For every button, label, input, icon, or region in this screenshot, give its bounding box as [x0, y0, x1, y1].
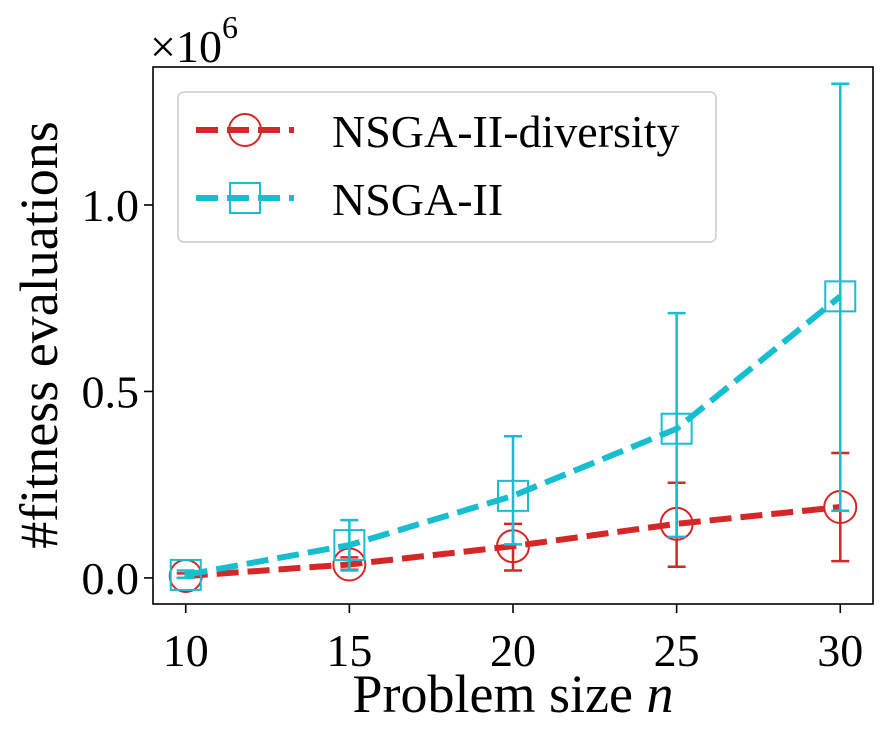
error-bar	[504, 434, 522, 546]
y-tick-label: 1.0	[82, 180, 140, 231]
y-axis-ticks: 0.0 0.5 1.0	[82, 180, 153, 604]
x-tick-label: 20	[490, 625, 536, 676]
legend: NSGA-II-diversity NSGA-II	[177, 91, 717, 243]
y-tick-label: 0.0	[82, 553, 140, 604]
legend-marker-nsga-ii-diversity	[228, 113, 262, 147]
data-point	[660, 412, 693, 445]
series-line	[185, 504, 841, 580]
series-layer	[168, 82, 858, 594]
x-axis-label-variable: n	[646, 664, 673, 724]
legend-label-nsga-ii-diversity: NSGA-II-diversity	[332, 106, 680, 157]
series-line	[185, 294, 843, 578]
x-tick-label: 30	[817, 625, 863, 676]
data-point	[169, 558, 202, 591]
data-point	[333, 529, 366, 562]
x-tick-label: 10	[163, 625, 209, 676]
data-point	[824, 280, 857, 313]
x-tick-label: 15	[326, 625, 372, 676]
x-axis-ticks: 10 15 20 25 30	[163, 604, 863, 676]
y-axis-label: #fitness evaluations	[9, 121, 69, 548]
y-multiplier-exponent: 6	[222, 9, 238, 45]
data-point	[497, 479, 529, 512]
y-tick-label: 0.5	[82, 366, 140, 417]
x-tick-label: 25	[654, 625, 700, 676]
legend-box	[177, 91, 717, 243]
y-multiplier: ×106	[150, 9, 238, 72]
x-axis-label: Problem size n	[353, 664, 674, 724]
legend-label-nsga-ii: NSGA-II	[332, 174, 503, 225]
legend-marker-nsga-ii	[229, 182, 261, 214]
series-nsga-ii	[169, 82, 857, 591]
